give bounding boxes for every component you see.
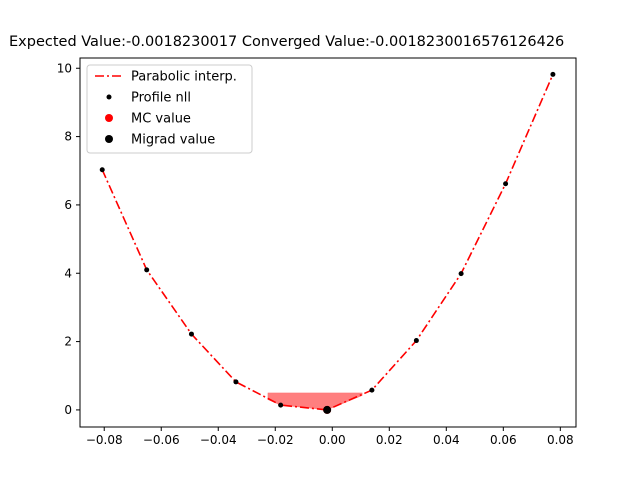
x-tick-label: −0.06 bbox=[143, 433, 180, 447]
profile-nll-point bbox=[369, 387, 375, 393]
profile-nll-point bbox=[458, 271, 464, 277]
chart-title: Expected Value:-0.0018230017 Converged V… bbox=[9, 34, 565, 50]
profile-nll-point bbox=[144, 267, 150, 273]
x-tick-label: 0.00 bbox=[319, 433, 346, 447]
legend-dot-marker bbox=[105, 135, 113, 143]
y-tick-label: 10 bbox=[57, 61, 72, 75]
y-tick-label: 6 bbox=[64, 198, 72, 212]
legend-box bbox=[86, 64, 253, 154]
profile-nll-point bbox=[278, 402, 284, 408]
y-tick-label: 2 bbox=[64, 335, 72, 349]
profile-nll-point bbox=[188, 331, 194, 337]
x-tick-label: 0.06 bbox=[490, 433, 517, 447]
migrad-value-point bbox=[323, 405, 332, 414]
parabolic-interp-line bbox=[101, 74, 554, 411]
legend-dot-marker bbox=[105, 114, 113, 122]
profile-nll-point bbox=[503, 181, 509, 187]
y-tick-label: 8 bbox=[64, 130, 72, 144]
profile-nll-point bbox=[99, 167, 105, 173]
plot-area-frame bbox=[79, 57, 577, 428]
x-tick-label: 0.08 bbox=[547, 433, 574, 447]
profile-nll-point bbox=[550, 71, 556, 77]
confidence-interval-fill bbox=[267, 392, 363, 411]
y-tick-label: 4 bbox=[64, 266, 72, 280]
profile-nll-point bbox=[233, 379, 239, 385]
legend-small-dot-marker bbox=[106, 94, 112, 100]
x-tick-label: −0.02 bbox=[257, 433, 294, 447]
legend-entry-label: Parabolic interp. bbox=[131, 70, 237, 85]
profile-nll-point bbox=[413, 338, 419, 344]
y-tick-label: 0 bbox=[64, 403, 72, 417]
legend-entry-label: Profile nll bbox=[131, 91, 191, 106]
legend-entry-label: Migrad value bbox=[131, 133, 215, 148]
x-tick-label: 0.02 bbox=[376, 433, 403, 447]
legend-entry-label: MC value bbox=[131, 112, 191, 127]
x-tick-label: −0.08 bbox=[86, 433, 123, 447]
x-tick-label: −0.04 bbox=[200, 433, 237, 447]
x-tick-label: 0.04 bbox=[433, 433, 460, 447]
